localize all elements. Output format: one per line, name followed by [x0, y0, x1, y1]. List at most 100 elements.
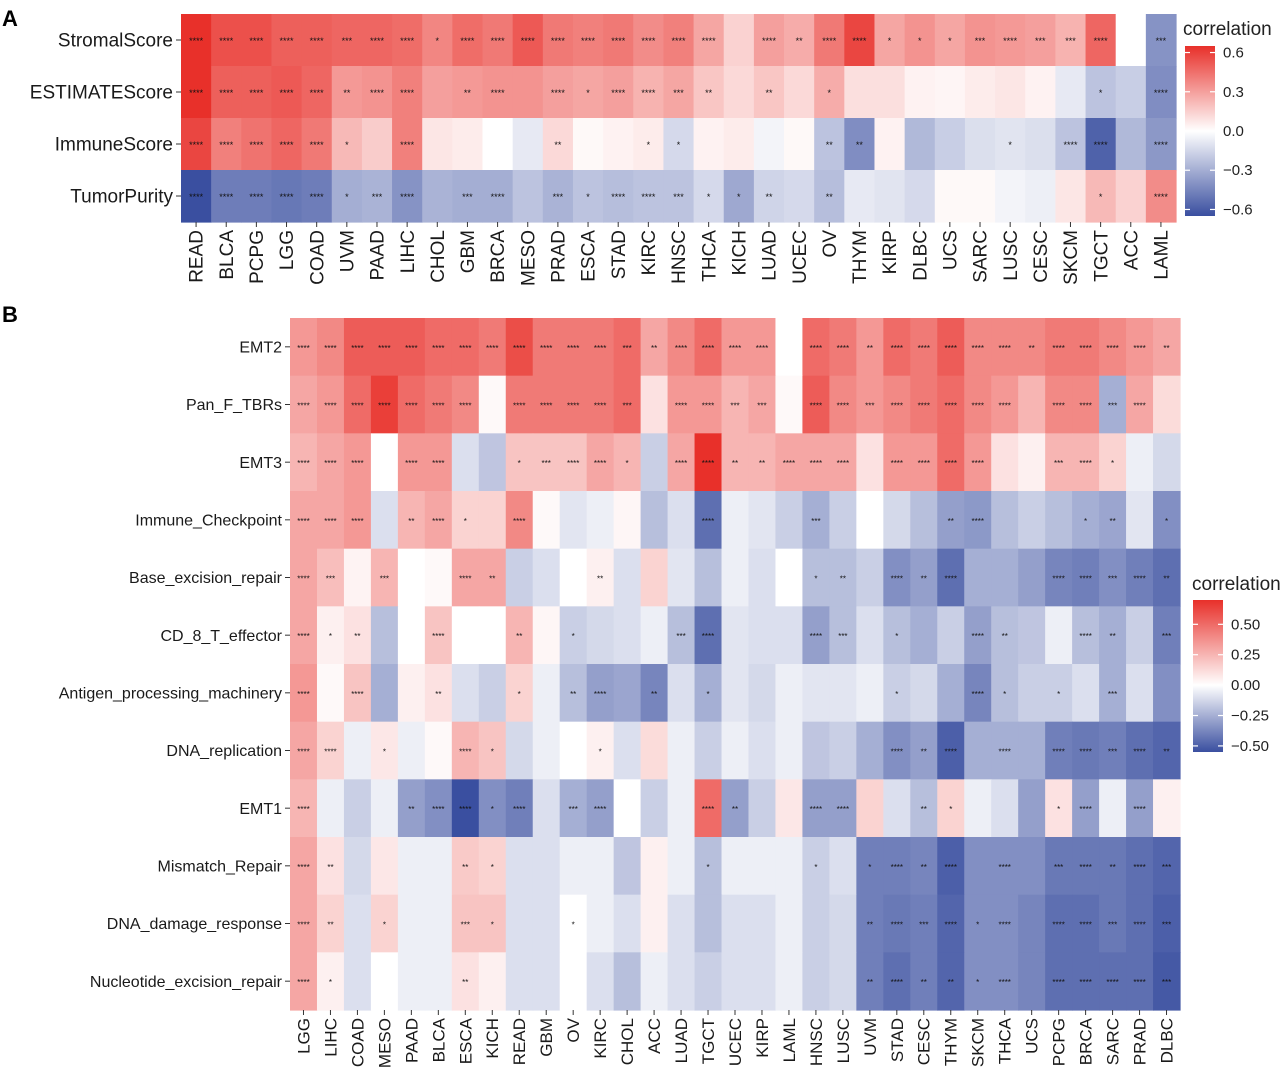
heatmap-a-significance-label: *: [888, 36, 892, 46]
heatmap-b-cell: [640, 779, 669, 838]
heatmap-a-significance-label: ****: [280, 140, 295, 150]
heatmap-b-cell: [1099, 375, 1127, 434]
heatmap-b-significance-label: ****: [594, 690, 606, 699]
heatmap-b-significance-label: ****: [540, 402, 552, 411]
heatmap-b-cell: [802, 837, 830, 896]
heatmap-b-cell: [937, 375, 965, 434]
heatmap-b-significance-label: ***: [1108, 690, 1117, 699]
heatmap-b-significance-label: ****: [837, 805, 849, 814]
heatmap-b-row-labels: EMT2 Pan_F_TBRs EMT3 Immune_Checkpoint Base_…: [59, 339, 290, 991]
heatmap-a-cell: [603, 14, 634, 67]
heatmap-b-significance-label: **: [921, 748, 927, 757]
heatmap-b-cell: [964, 721, 992, 780]
heatmap-b-cell: [991, 375, 1019, 434]
heatmap-b-cell: [343, 318, 372, 377]
heatmap-a-significance-label: ****: [189, 140, 204, 150]
heatmap-b-cell: [505, 318, 534, 377]
heatmap-b-cell: [424, 952, 453, 1011]
heatmap-b-significance-label: ***: [757, 402, 766, 411]
heatmap-b-cell: [721, 318, 750, 377]
heatmap-a-cell: [422, 118, 453, 171]
heatmap-a-cell: [1055, 14, 1087, 67]
heatmap-b-cell: [290, 664, 318, 723]
heatmap-b-significance-label: ***: [1054, 863, 1063, 872]
heatmap-b-cell: [910, 952, 938, 1011]
heatmap-b-cell: [1045, 837, 1073, 896]
heatmap-a-significance-label: **: [826, 192, 834, 202]
heatmap-a-cell: [482, 14, 514, 67]
heatmap-a-cell: [1025, 66, 1056, 119]
heatmap-b-cell: [586, 491, 615, 550]
heatmap-b-cell: [1126, 606, 1154, 665]
heatmap-b-row-label: Antigen_processing_machinery: [59, 685, 282, 702]
colorbar-a-tick-label: 0.0: [1223, 123, 1244, 140]
heatmap-a-significance-label: ****: [1154, 88, 1169, 98]
heatmap-b-cell: [424, 548, 453, 607]
heatmap-a-cell: [512, 170, 544, 223]
heatmap-b-cell: [667, 318, 696, 377]
heatmap-b-significance-label: **: [1109, 517, 1115, 526]
heatmap-b-cell: [802, 491, 830, 550]
heatmap-b-cell: [775, 491, 804, 550]
heatmap-b-cell: [1153, 491, 1181, 550]
heatmap-b-column-label: ACC: [645, 1018, 664, 1054]
heatmap-b-cell: [667, 664, 696, 723]
heatmap-b-significance-label: ****: [405, 402, 417, 411]
heatmap-a-cell: [512, 66, 544, 119]
heatmap-b-cell: [694, 548, 723, 607]
heatmap-b-cell: [910, 779, 938, 838]
heatmap-b-cell: [964, 952, 992, 1011]
heatmap-b-cell: [856, 721, 884, 780]
heatmap-b-cell: [1018, 318, 1046, 377]
heatmap-b-row-label: Nucleotide_excision_repair: [90, 974, 283, 991]
heatmap-b-cell: [1045, 664, 1073, 723]
heatmap-b-cell: [829, 548, 857, 607]
heatmap-b-cell: [397, 721, 426, 780]
heatmap-b-cell: [775, 837, 804, 896]
heatmap-a-significance-label: **: [464, 88, 472, 98]
heatmap-b-significance-label: ****: [998, 921, 1010, 930]
heatmap-b-cell: [290, 375, 318, 434]
heatmap-b-cell: [316, 952, 345, 1011]
heatmap-a-cell: [995, 118, 1026, 171]
heatmap-a-cell: [331, 66, 363, 119]
heatmap-a-significance-label: *: [707, 192, 711, 202]
heatmap-b-cell: [1099, 664, 1127, 723]
heatmap-b-cell: [343, 433, 372, 492]
heatmap-a-cell: [271, 66, 303, 119]
heatmap-a-cell: [1085, 170, 1117, 223]
heatmap-b-cell: [505, 664, 534, 723]
heatmap-b-cell: [694, 491, 723, 550]
heatmap-b-cell: [937, 491, 965, 550]
heatmap-b-significance-label: ****: [837, 459, 849, 468]
heatmap-a-significance-label: **: [705, 88, 713, 98]
heatmap-b-cell: [424, 606, 453, 665]
heatmap-b-cell: [1072, 837, 1100, 896]
heatmap-b-cell: [964, 894, 992, 953]
heatmap-b-significance-label: ***: [461, 921, 470, 930]
heatmap-a-cell: [392, 14, 423, 67]
heatmap-b-cell: [721, 894, 750, 953]
heatmap-a-significance-label: *: [436, 36, 440, 46]
heatmap-a-cell: [693, 170, 725, 223]
heatmap-b-cell: [586, 837, 615, 896]
heatmap-b-significance-label: ***: [1108, 921, 1117, 930]
heatmap-b-significance-label: ****: [297, 690, 309, 699]
heatmap-b-column-label: MESO: [375, 1018, 394, 1068]
heatmap-b-cell: [883, 837, 911, 896]
heatmap-b-cell: [856, 375, 884, 434]
heatmap-a-cell: [904, 66, 936, 119]
heatmap-b-cell: [829, 375, 857, 434]
heatmap-a-cell: [693, 118, 725, 171]
heatmap-b-significance-label: ****: [675, 402, 687, 411]
heatmap-b-significance-label: ****: [297, 748, 309, 757]
heatmap-a-significance-label: ***: [1156, 36, 1167, 46]
heatmap-b-significance-label: ****: [810, 459, 822, 468]
heatmap-b-significance-label: *: [518, 690, 521, 699]
heatmap-b-cell: [829, 433, 857, 492]
heatmap-a-significance-label: ****: [400, 140, 415, 150]
heatmap-b-cell: [775, 433, 804, 492]
heatmap-b-significance-label: *: [868, 863, 871, 872]
heatmap-b-cell: [1153, 837, 1181, 896]
heatmap-b-significance-label: **: [1109, 863, 1115, 872]
